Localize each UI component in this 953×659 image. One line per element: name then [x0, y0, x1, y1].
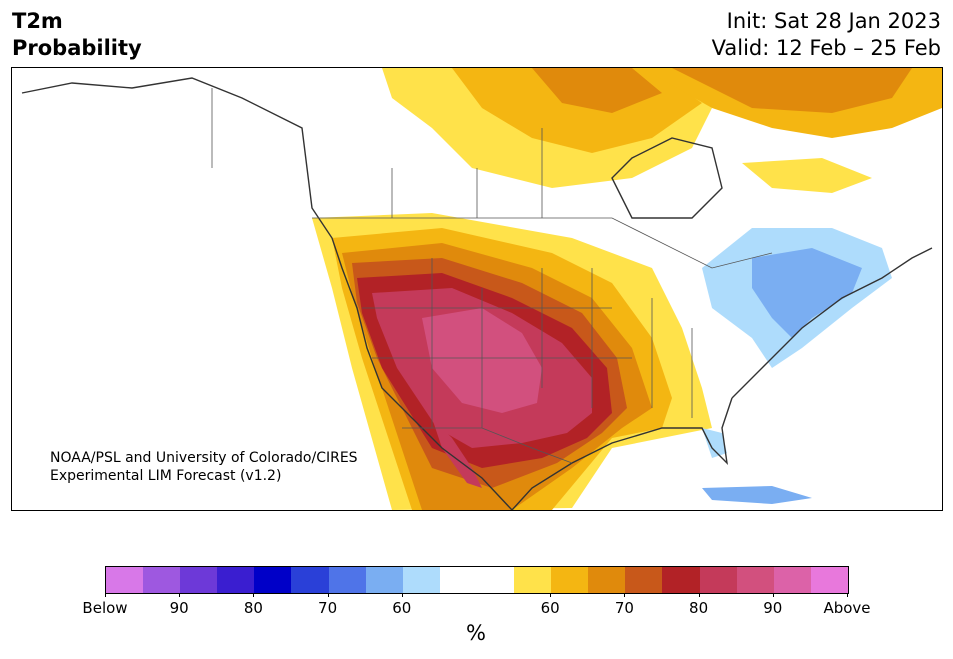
colorbar-swatch: [588, 567, 626, 593]
colorbar-swatch: [217, 567, 255, 593]
colorbar-swatch: [810, 567, 848, 593]
colorbar-tick-label: 60: [392, 599, 412, 617]
colorbar-swatch: [291, 567, 329, 593]
region-canada-above-70: [532, 68, 662, 113]
border-us-canada: [312, 217, 773, 269]
colorbar-swatch: [551, 567, 589, 593]
borders: [211, 88, 773, 464]
chart-title: T2m Probability: [12, 8, 142, 62]
region-labrador-above-60: [742, 158, 872, 193]
valid-range: Valid: 12 Feb – 25 Feb: [711, 36, 941, 60]
colorbar-tick-label: 70: [318, 599, 338, 617]
region-cuba-below-65: [702, 486, 812, 504]
colorbar-tick-mark: [327, 593, 329, 597]
colorbar-tick-mark: [105, 593, 106, 597]
coastlines: [21, 77, 933, 510]
border-us-mexico: [402, 427, 573, 464]
colorbar-swatch: [180, 567, 218, 593]
region-florida-below-60: [702, 428, 727, 458]
colorbar-swatch: [439, 567, 477, 593]
colorbar-swatch: [143, 567, 181, 593]
colorbar-tick-mark: [179, 593, 181, 597]
colorbar-swatch: [476, 567, 515, 593]
coastline-east: [731, 247, 933, 399]
colorbar-tick-mark: [550, 593, 552, 597]
coastline-west: [21, 77, 513, 510]
colorbar-swatch: [514, 567, 552, 593]
colorbar-swatch: [365, 567, 403, 593]
title-line-1: T2m: [12, 9, 63, 33]
colorbar-swatch: [402, 567, 440, 593]
forecast-map: NOAA/PSL and University of Colorado/CIRE…: [11, 67, 943, 511]
colorbar-swatch: [773, 567, 811, 593]
colorbar-tick-mark: [401, 593, 403, 597]
init-date: Init: Sat 28 Jan 2023: [726, 9, 941, 33]
colorbar-tick-label: 60: [540, 599, 560, 617]
credit-text: NOAA/PSL and University of Colorado/CIRE…: [50, 449, 358, 485]
colorbar-tick-mark: [253, 593, 255, 597]
title-line-2: Probability: [12, 36, 142, 60]
region-baja-above-80: [432, 418, 482, 488]
coastline-hudson-bay: [611, 137, 723, 219]
colorbar-swatch: [699, 567, 737, 593]
region-northeast-below-65: [752, 248, 862, 338]
credit-line-1: NOAA/PSL and University of Colorado/CIRE…: [50, 450, 358, 466]
coastline-gulf: [511, 397, 733, 510]
colorbar-tick-mark: [624, 593, 626, 597]
colorbar-swatch: [625, 567, 663, 593]
colorbar-unit: %: [466, 621, 486, 645]
colorbar-swatch: [736, 567, 774, 593]
colorbar-tick-mark: [847, 593, 848, 597]
colorbar-tick-label: 90: [763, 599, 783, 617]
date-info: Init: Sat 28 Jan 2023 Valid: 12 Feb – 25…: [712, 8, 941, 62]
colorbar-tick-mark: [698, 593, 700, 597]
colorbar-tick-label: 80: [243, 599, 263, 617]
colorbar-tick-label: 90: [169, 599, 189, 617]
colorbar-tick-label: Below: [82, 599, 128, 617]
credit-line-2: Experimental LIM Forecast (v1.2): [50, 468, 282, 484]
colorbar-tick-label: Above: [823, 599, 871, 617]
region-ne-canada-above-70: [672, 68, 912, 113]
colorbar-tick-mark: [772, 593, 774, 597]
colorbar-swatch: [328, 567, 366, 593]
colorbar: [105, 566, 849, 594]
colorbar-tick-label: 80: [689, 599, 709, 617]
colorbar-swatch: [106, 567, 144, 593]
colorbar-tick-label: 70: [614, 599, 634, 617]
map-svg: [21, 68, 942, 510]
colorbar-swatch: [662, 567, 700, 593]
colorbar-swatch: [254, 567, 292, 593]
